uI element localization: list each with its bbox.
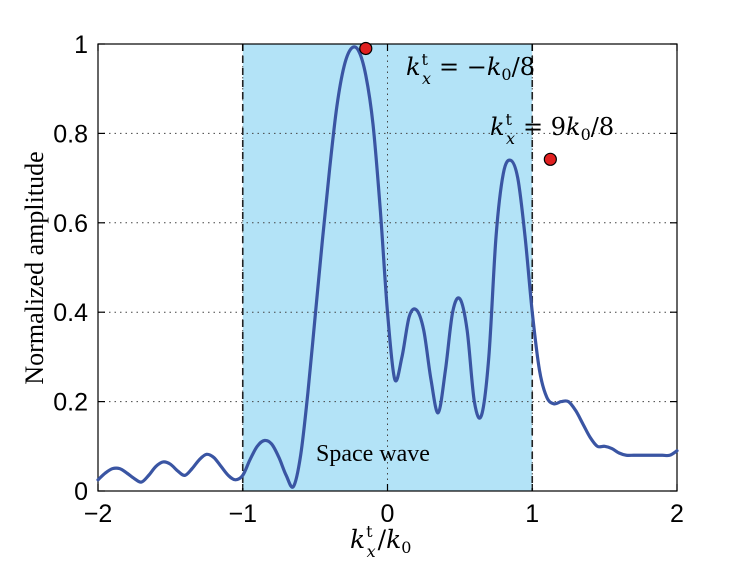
y-tick-label: 0.2 — [53, 389, 88, 417]
region-label: Space wave — [316, 441, 430, 467]
y-tick-label: 0.8 — [53, 120, 88, 148]
shaded-region — [242, 44, 533, 491]
y-tick-label: 1 — [74, 31, 88, 59]
y-tick-label: 0.4 — [53, 299, 88, 327]
svg-text:ktx/k0: kt x/k0 — [350, 522, 411, 561]
y-axis-label: Normalized amplitude — [20, 151, 49, 384]
peak-marker — [359, 41, 373, 56]
x-axis-label: kt x/k0 — [350, 522, 411, 561]
y-tick-label: 0 — [74, 478, 88, 506]
series-line — [96, 45, 679, 489]
x-tick-labels: −2 −1 0 1 2 — [84, 500, 684, 528]
x-tick-label: 2 — [670, 500, 684, 528]
x-tick-label: −1 — [228, 500, 257, 528]
annotation-peak-2: kt x = 9k0/8 — [490, 110, 614, 148]
x-tick-label: 0 — [381, 500, 395, 528]
x-tick-label: 1 — [525, 500, 539, 528]
x-tick-label: −2 — [84, 500, 113, 528]
svg-text:ktx= 9k0/8: kt x = 9k0/8 — [490, 110, 614, 148]
y-tick-labels: 0 0.2 0.4 0.6 0.8 1 — [53, 31, 88, 506]
peak-marker — [543, 152, 557, 166]
y-tick-label: 0.6 — [53, 210, 88, 238]
peak-markers — [359, 41, 557, 166]
tick-marks — [97, 43, 678, 492]
